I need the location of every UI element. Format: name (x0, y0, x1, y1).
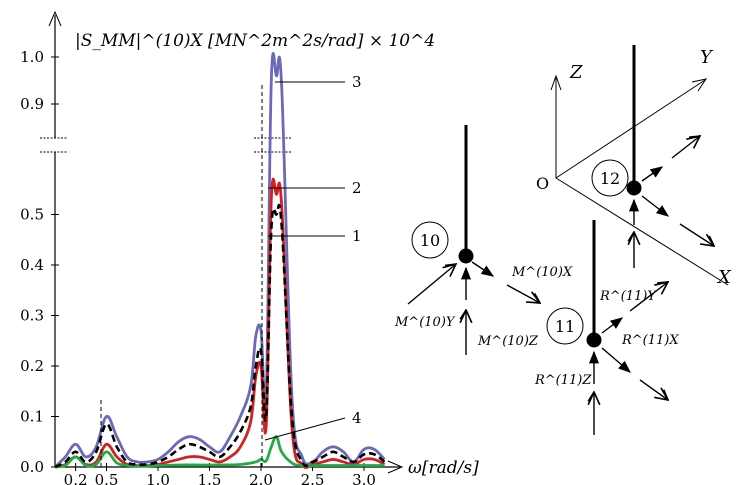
node-10-label: 10 (420, 231, 440, 250)
r11y-arrow (629, 282, 668, 312)
series-2-line (54, 177, 386, 469)
r11z-label: R^(11)Z (534, 373, 592, 388)
x-tick-label: 3.0 (352, 471, 376, 485)
y-axis-line-3d (555, 79, 706, 179)
node-10-circle (411, 221, 449, 259)
node-11-dot (586, 332, 602, 348)
y-axis-arrowhead-3d (691, 78, 708, 92)
r11y-label: R^(11)Y (599, 289, 657, 304)
m10x-arrow (471, 261, 495, 277)
y-tick-label: 0.4 (20, 256, 44, 274)
y-axis-label: |S_MM|^(10)X [MN^2m^2s/rad] × 10^4 (75, 31, 435, 51)
n12-downright-arrow (641, 195, 669, 217)
node-12-dot (626, 180, 642, 196)
y-axis-arrowhead (48, 10, 62, 27)
x-tick-label: 2.5 (301, 471, 325, 485)
y-tick-label: 0.0 (20, 458, 44, 476)
node-12-label: 12 (600, 169, 620, 188)
y-tick-label: 0.1 (20, 408, 44, 426)
m10z-label: M^(10)Z (477, 334, 539, 349)
n12-upright-arrow (641, 166, 664, 182)
series-1-line (54, 203, 386, 469)
series-2-label: 2 (352, 179, 362, 197)
series-1-label: 1 (352, 227, 362, 245)
axis-y-label: Y (700, 47, 714, 68)
y-tick-label: 0.2 (20, 357, 44, 375)
node-10-dot (458, 248, 474, 264)
diagram-labels: 10 11 12 Z Y X O M^(10)X M^(10)Y M^(10)Z… (394, 47, 732, 388)
x-tick-group: 0.2 0.5 1.0 1.5 2.0 2.5 3.0 (64, 463, 376, 485)
structure-diagram (407, 45, 729, 435)
series-3-label: 3 (352, 73, 362, 91)
node-12-circle (591, 159, 629, 197)
y-tick-label: 0.5 (20, 206, 44, 224)
series-4-leader (264, 417, 346, 441)
chart: 0.0 0.1 0.2 0.3 0.4 0.5 0.9 1.0 0.2 0.5 1.0 1.5 2.0… (20, 10, 479, 485)
x-tick-label: 0.5 (95, 471, 119, 485)
r11x-arrow (601, 317, 624, 334)
node-11-circle (546, 307, 584, 345)
axis-z-label: Z (569, 62, 583, 83)
node-11-label: 11 (555, 317, 575, 336)
m10y-arrow (407, 264, 456, 305)
axis-x-label: X (716, 267, 732, 288)
m10y-label: M^(10)Y (394, 315, 456, 330)
y-tick-label: 0.9 (20, 95, 44, 113)
x-tick-label: 2.0 (249, 471, 273, 485)
x-tick-label: 1.5 (198, 471, 222, 485)
series-group (54, 51, 386, 469)
x-axis-line-3d (555, 177, 729, 286)
series-4-line (54, 435, 385, 469)
y-tick-group: 0.0 0.1 0.2 0.3 0.4 0.5 0.9 1.0 (20, 48, 59, 476)
series-4-label: 4 (352, 409, 362, 427)
x-tick-label: 0.2 (64, 471, 88, 485)
r11-diagonal-double (639, 379, 668, 400)
series-3-line (54, 51, 386, 469)
y-tick-label: 0.3 (20, 307, 44, 325)
z-axis-arrowhead (550, 74, 562, 91)
x-tick-label: 1.0 (146, 471, 170, 485)
m10x-label: M^(10)X (511, 265, 573, 280)
y-tick-label: 1.0 (20, 48, 44, 66)
m10x-double-arrow (506, 284, 540, 303)
origin-label: O (536, 174, 549, 193)
n12-upright-double (671, 136, 700, 159)
x-axis-arrowhead (387, 460, 404, 474)
r11-diagonal-arrow (601, 347, 631, 373)
x-axis-label: ω[rad/s] (408, 458, 479, 478)
r11x-label: R^(11)X (621, 333, 679, 348)
n12-downright-double (679, 223, 714, 246)
